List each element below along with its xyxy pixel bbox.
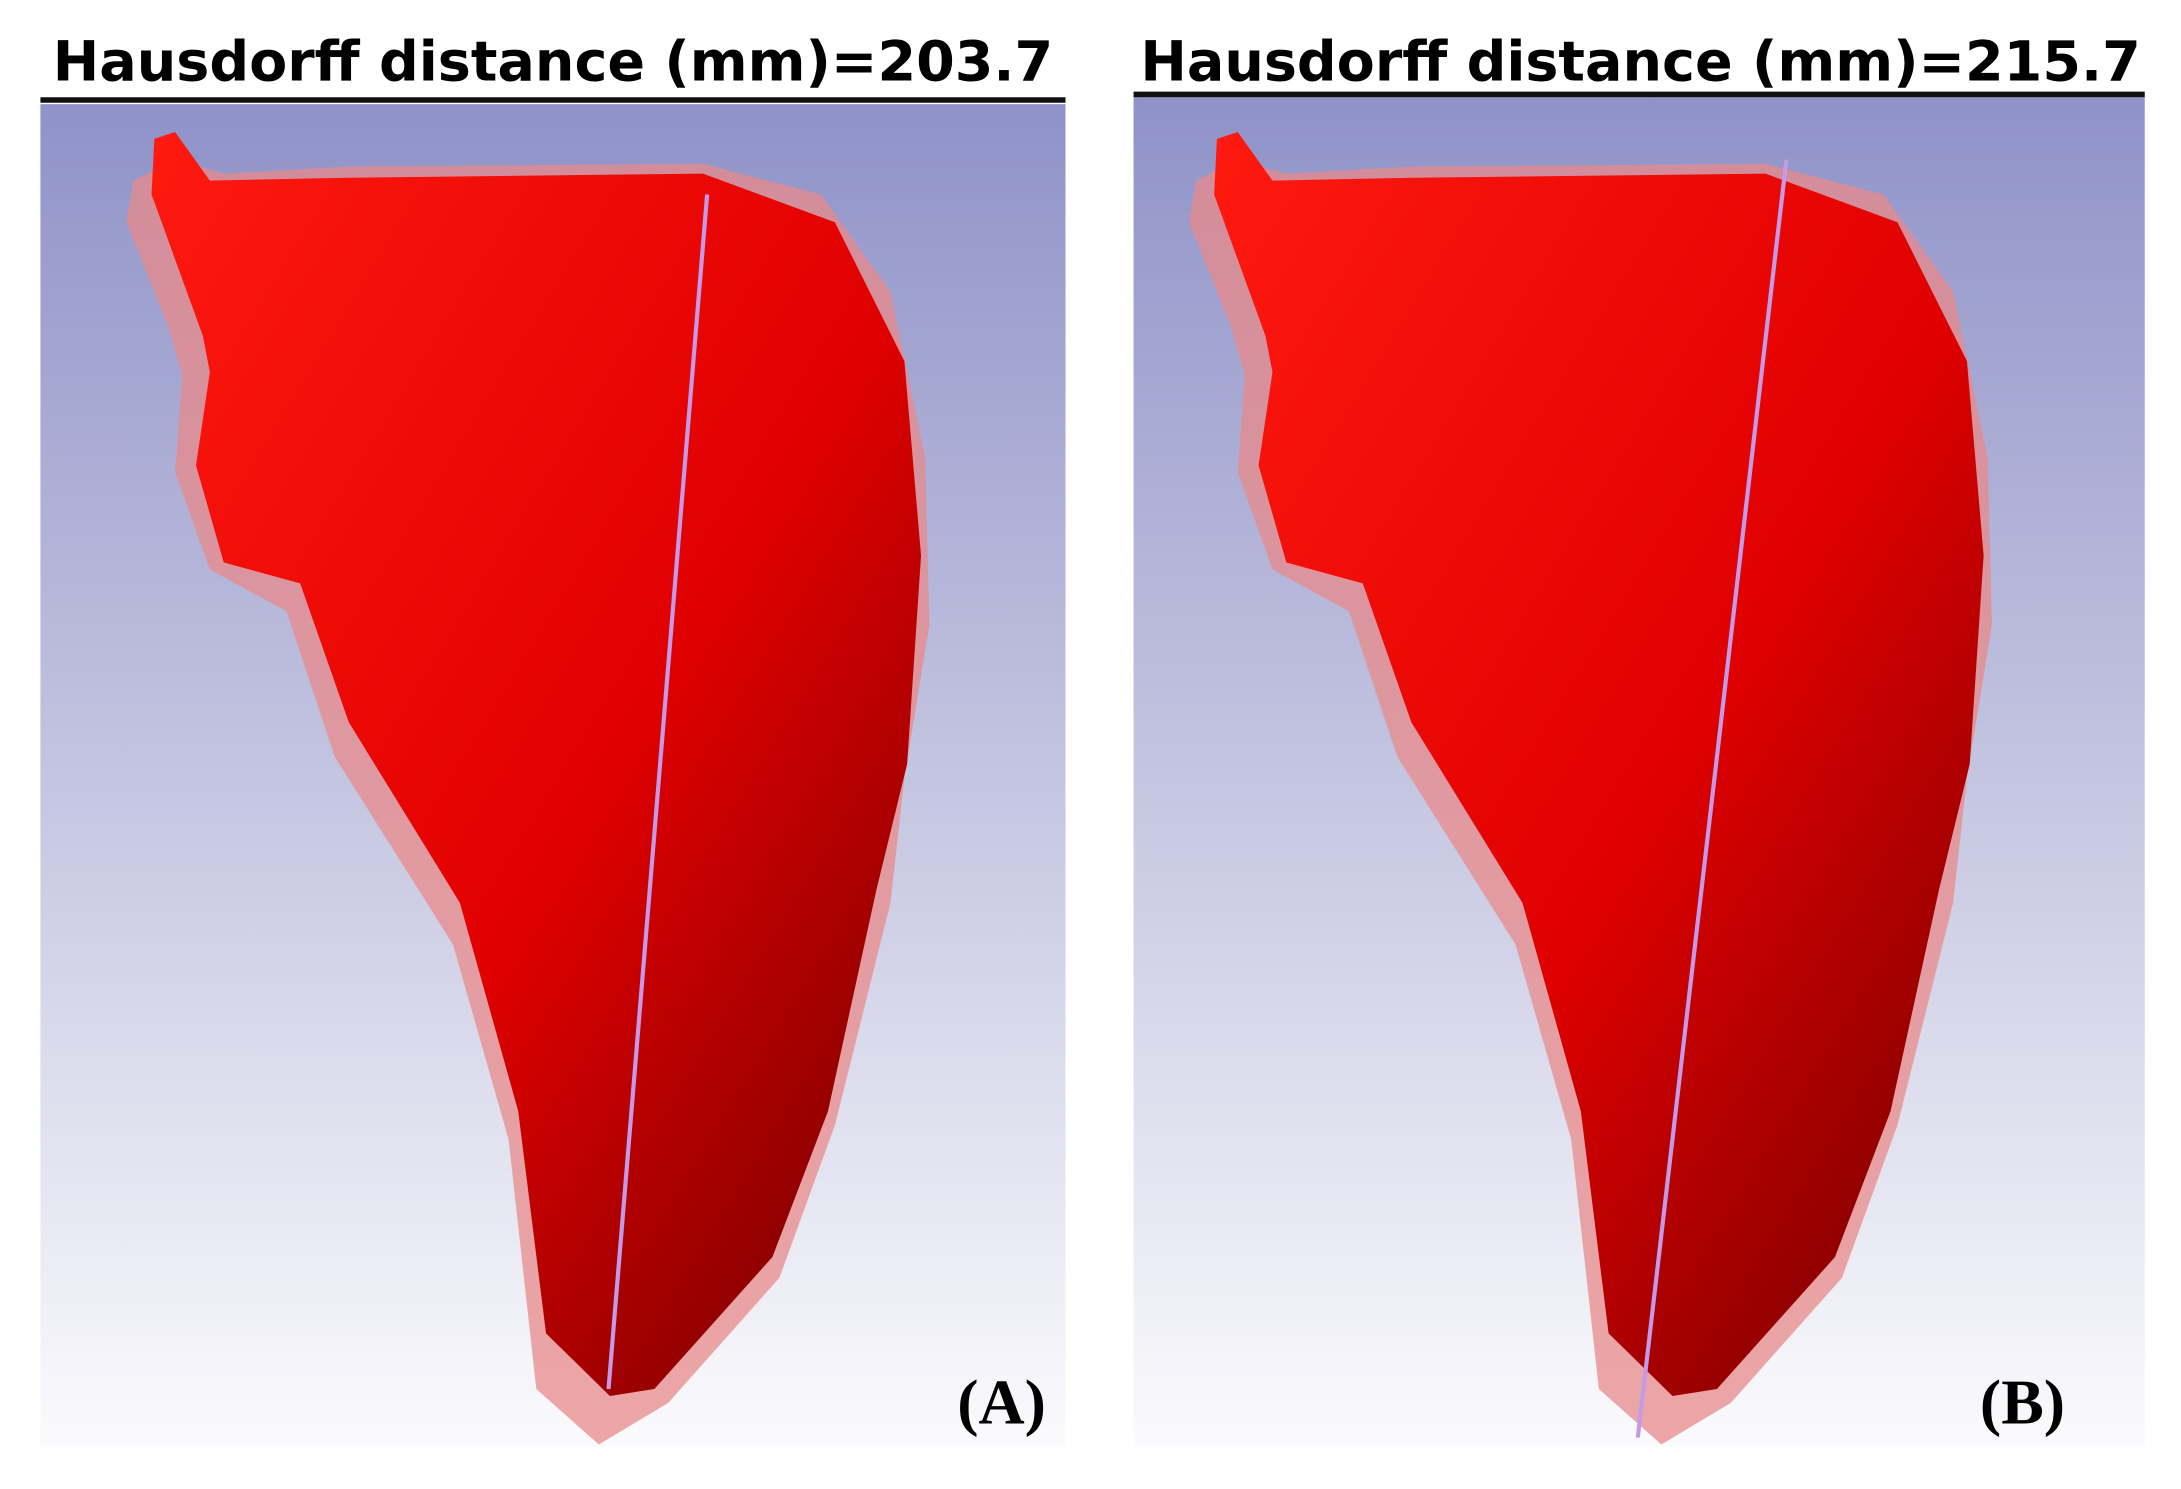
distance-line bbox=[606, 194, 710, 1390]
panel-title: Hausdorff distance (mm)=215.7 bbox=[1140, 30, 2140, 95]
distance-line bbox=[1635, 159, 1789, 1438]
panel-label: (B) bbox=[1980, 1367, 2065, 1438]
panel-b: Hausdorff distance (mm)=215.7 (B) bbox=[1133, 30, 2145, 1448]
panel-a: Hausdorff distance (mm)=203.7 (A) bbox=[40, 30, 1066, 1448]
panel-title: Hausdorff distance (mm)=203.7 bbox=[53, 30, 1053, 95]
panel-label: (A) bbox=[957, 1367, 1046, 1438]
